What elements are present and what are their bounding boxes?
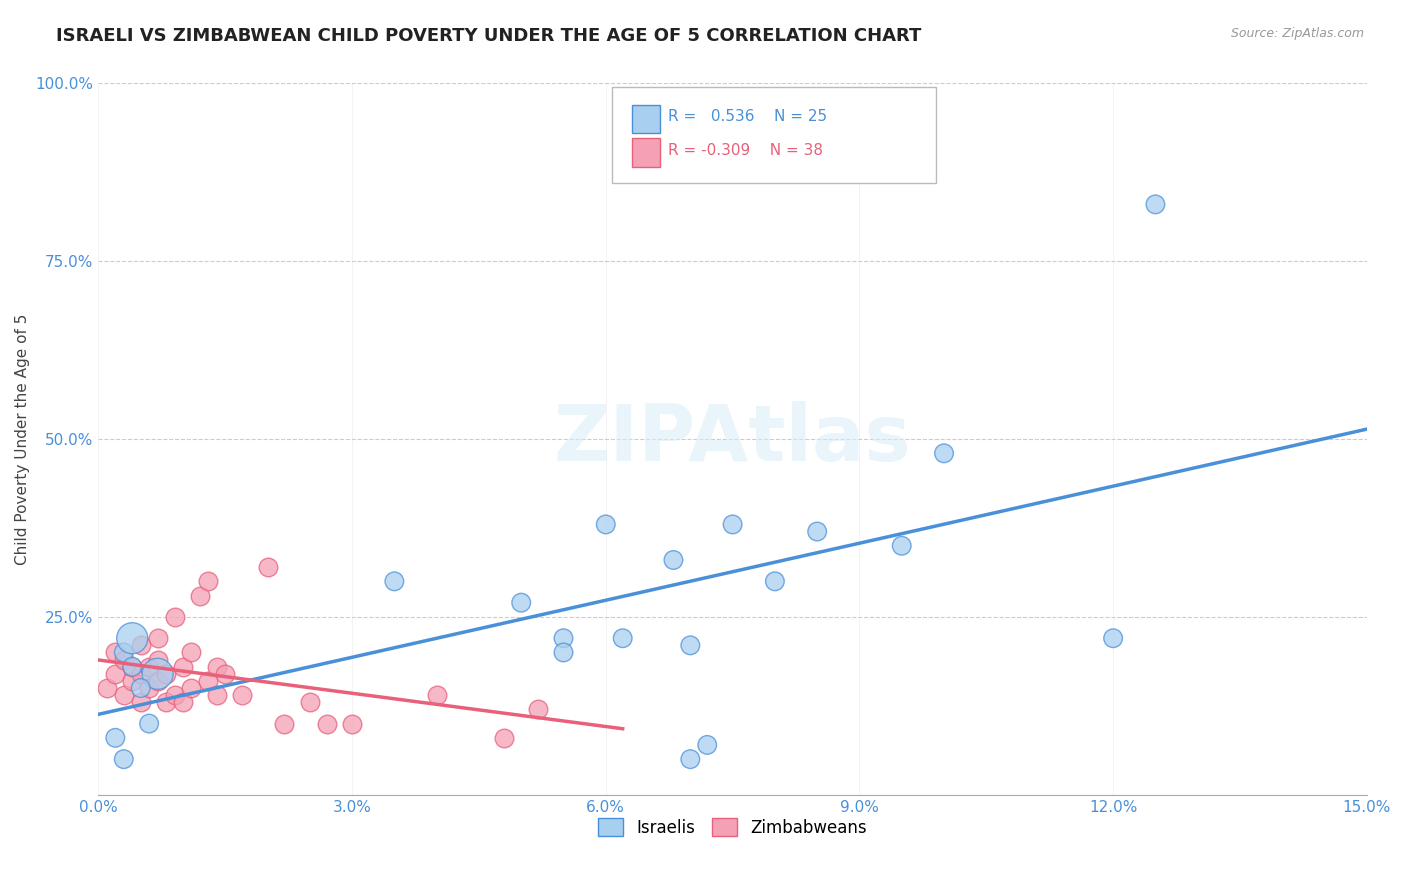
Text: Source: ZipAtlas.com: Source: ZipAtlas.com (1230, 27, 1364, 40)
Point (163, 610, 186, 624)
Text: R = -0.309    N = 38: R = -0.309 N = 38 (668, 143, 823, 158)
Point (494, 731, 516, 745)
Point (315, 716, 337, 731)
Point (121, 673, 143, 688)
Point (146, 666, 169, 681)
Point (96, 681, 118, 695)
Point (197, 574, 219, 589)
Point (112, 652, 135, 666)
Text: R =   0.536    N = 25: R = 0.536 N = 25 (668, 110, 827, 124)
Point (188, 589, 211, 603)
Point (679, 638, 702, 652)
Point (679, 752, 702, 766)
Point (553, 645, 575, 659)
Point (662, 553, 685, 567)
Point (231, 688, 253, 702)
Point (121, 659, 143, 673)
Point (146, 673, 169, 688)
Point (129, 681, 152, 695)
Point (104, 645, 127, 659)
Point (104, 731, 127, 745)
Point (890, 539, 912, 553)
Point (172, 659, 194, 673)
Point (121, 632, 143, 646)
Point (273, 716, 295, 731)
FancyBboxPatch shape (612, 87, 935, 183)
Point (426, 688, 449, 702)
Point (256, 560, 278, 574)
Point (527, 702, 550, 716)
Point (595, 517, 617, 532)
Point (806, 524, 828, 539)
Point (172, 695, 194, 709)
Point (112, 752, 135, 766)
Point (138, 659, 160, 673)
Point (612, 632, 634, 646)
Point (382, 574, 405, 589)
Point (129, 695, 152, 709)
Point (763, 574, 786, 589)
Point (1144, 197, 1167, 211)
Point (721, 517, 744, 532)
Point (129, 666, 152, 681)
Point (696, 738, 718, 752)
Point (155, 695, 177, 709)
Point (146, 632, 169, 646)
Point (155, 666, 177, 681)
Point (104, 666, 127, 681)
Point (205, 659, 228, 673)
Text: ISRAELI VS ZIMBABWEAN CHILD POVERTY UNDER THE AGE OF 5 CORRELATION CHART: ISRAELI VS ZIMBABWEAN CHILD POVERTY UNDE… (56, 27, 921, 45)
Point (138, 681, 160, 695)
FancyBboxPatch shape (633, 138, 661, 167)
Y-axis label: Child Poverty Under the Age of 5: Child Poverty Under the Age of 5 (15, 313, 30, 565)
Point (180, 645, 202, 659)
Point (1102, 632, 1125, 646)
Point (205, 688, 228, 702)
Point (163, 688, 186, 702)
Point (112, 645, 135, 659)
FancyBboxPatch shape (633, 104, 661, 133)
Text: ZIPAtlas: ZIPAtlas (554, 401, 911, 477)
Point (146, 652, 169, 666)
Point (112, 688, 135, 702)
Legend: Israelis, Zimbabweans: Israelis, Zimbabweans (592, 812, 873, 843)
Point (340, 716, 363, 731)
Point (214, 666, 236, 681)
Point (553, 632, 575, 646)
Point (129, 638, 152, 652)
Point (180, 681, 202, 695)
Point (138, 716, 160, 731)
Point (510, 596, 533, 610)
Point (298, 695, 321, 709)
Point (197, 673, 219, 688)
Point (932, 446, 955, 460)
Point (121, 659, 143, 673)
